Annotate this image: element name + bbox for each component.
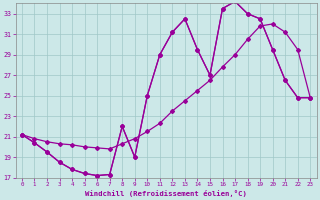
X-axis label: Windchill (Refroidissement éolien,°C): Windchill (Refroidissement éolien,°C)	[85, 190, 247, 197]
